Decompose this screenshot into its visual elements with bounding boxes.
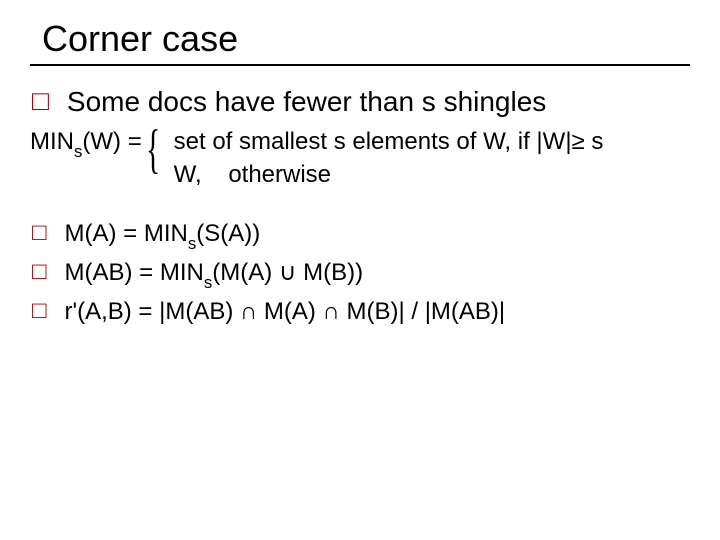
- def-case2b: otherwise: [228, 161, 331, 188]
- slide-title: Corner case: [42, 18, 690, 60]
- def-case1: set of smallest s elements of W, if |W|≥…: [174, 126, 604, 158]
- formula-row-3: □ r'(A,B) = |M(AB) ∩ M(A) ∩ M(B)| / |M(A…: [30, 295, 690, 328]
- f2-pre: M(AB) = MIN: [65, 259, 204, 286]
- left-brace: {: [146, 124, 160, 189]
- formula-row-2: □ M(AB) = MINs(M(A) ∪ M(B)): [30, 256, 690, 292]
- formula-1: M(A) = MINs(S(A)): [65, 217, 261, 253]
- bullet-icon: □: [32, 217, 47, 249]
- f1-mid: (S(A)): [196, 220, 260, 247]
- def-case2: W, otherwise: [174, 159, 604, 191]
- def-case2a: W,: [174, 161, 202, 188]
- main-bullet-row: □ Some docs have fewer than s shingles: [30, 84, 690, 120]
- title-underline: [30, 64, 690, 66]
- f1-sub: s: [188, 234, 196, 253]
- slide-content: □ Some docs have fewer than s shingles M…: [30, 84, 690, 328]
- formula-row-1: □ M(A) = MINs(S(A)): [30, 217, 690, 253]
- formula-list: □ M(A) = MINs(S(A)) □ M(AB) = MINs(M(A) …: [30, 217, 690, 328]
- bullet-icon: □: [32, 84, 49, 118]
- slide-body: Corner case □ Some docs have fewer than …: [0, 0, 720, 540]
- def-lhs-sub: s: [74, 142, 82, 161]
- def-lhs-pre: MIN: [30, 128, 74, 155]
- bullet-icon: □: [32, 256, 47, 288]
- formula-2: M(AB) = MINs(M(A) ∪ M(B)): [65, 256, 364, 292]
- f1-pre: M(A) = MIN: [65, 220, 188, 247]
- bullet-icon: □: [32, 295, 47, 327]
- f2-sub: s: [204, 273, 212, 292]
- main-bullet-text: Some docs have fewer than s shingles: [67, 84, 546, 120]
- brace-wrap: { set of smallest s elements of W, if |W…: [146, 126, 604, 191]
- definition-lhs: MINs(W) =: [30, 126, 142, 161]
- f2-post: M(B)): [296, 259, 363, 286]
- formula-3: r'(A,B) = |M(AB) ∩ M(A) ∩ M(B)| / |M(AB)…: [65, 295, 506, 328]
- definition-rhs: set of smallest s elements of W, if |W|≥…: [174, 126, 604, 191]
- def-lhs-post: (W) =: [82, 128, 141, 155]
- definition-block: MINs(W) = { set of smallest s elements o…: [30, 126, 690, 191]
- f2-mid: (M(A): [212, 259, 279, 286]
- f2-sym: ∪: [279, 259, 297, 286]
